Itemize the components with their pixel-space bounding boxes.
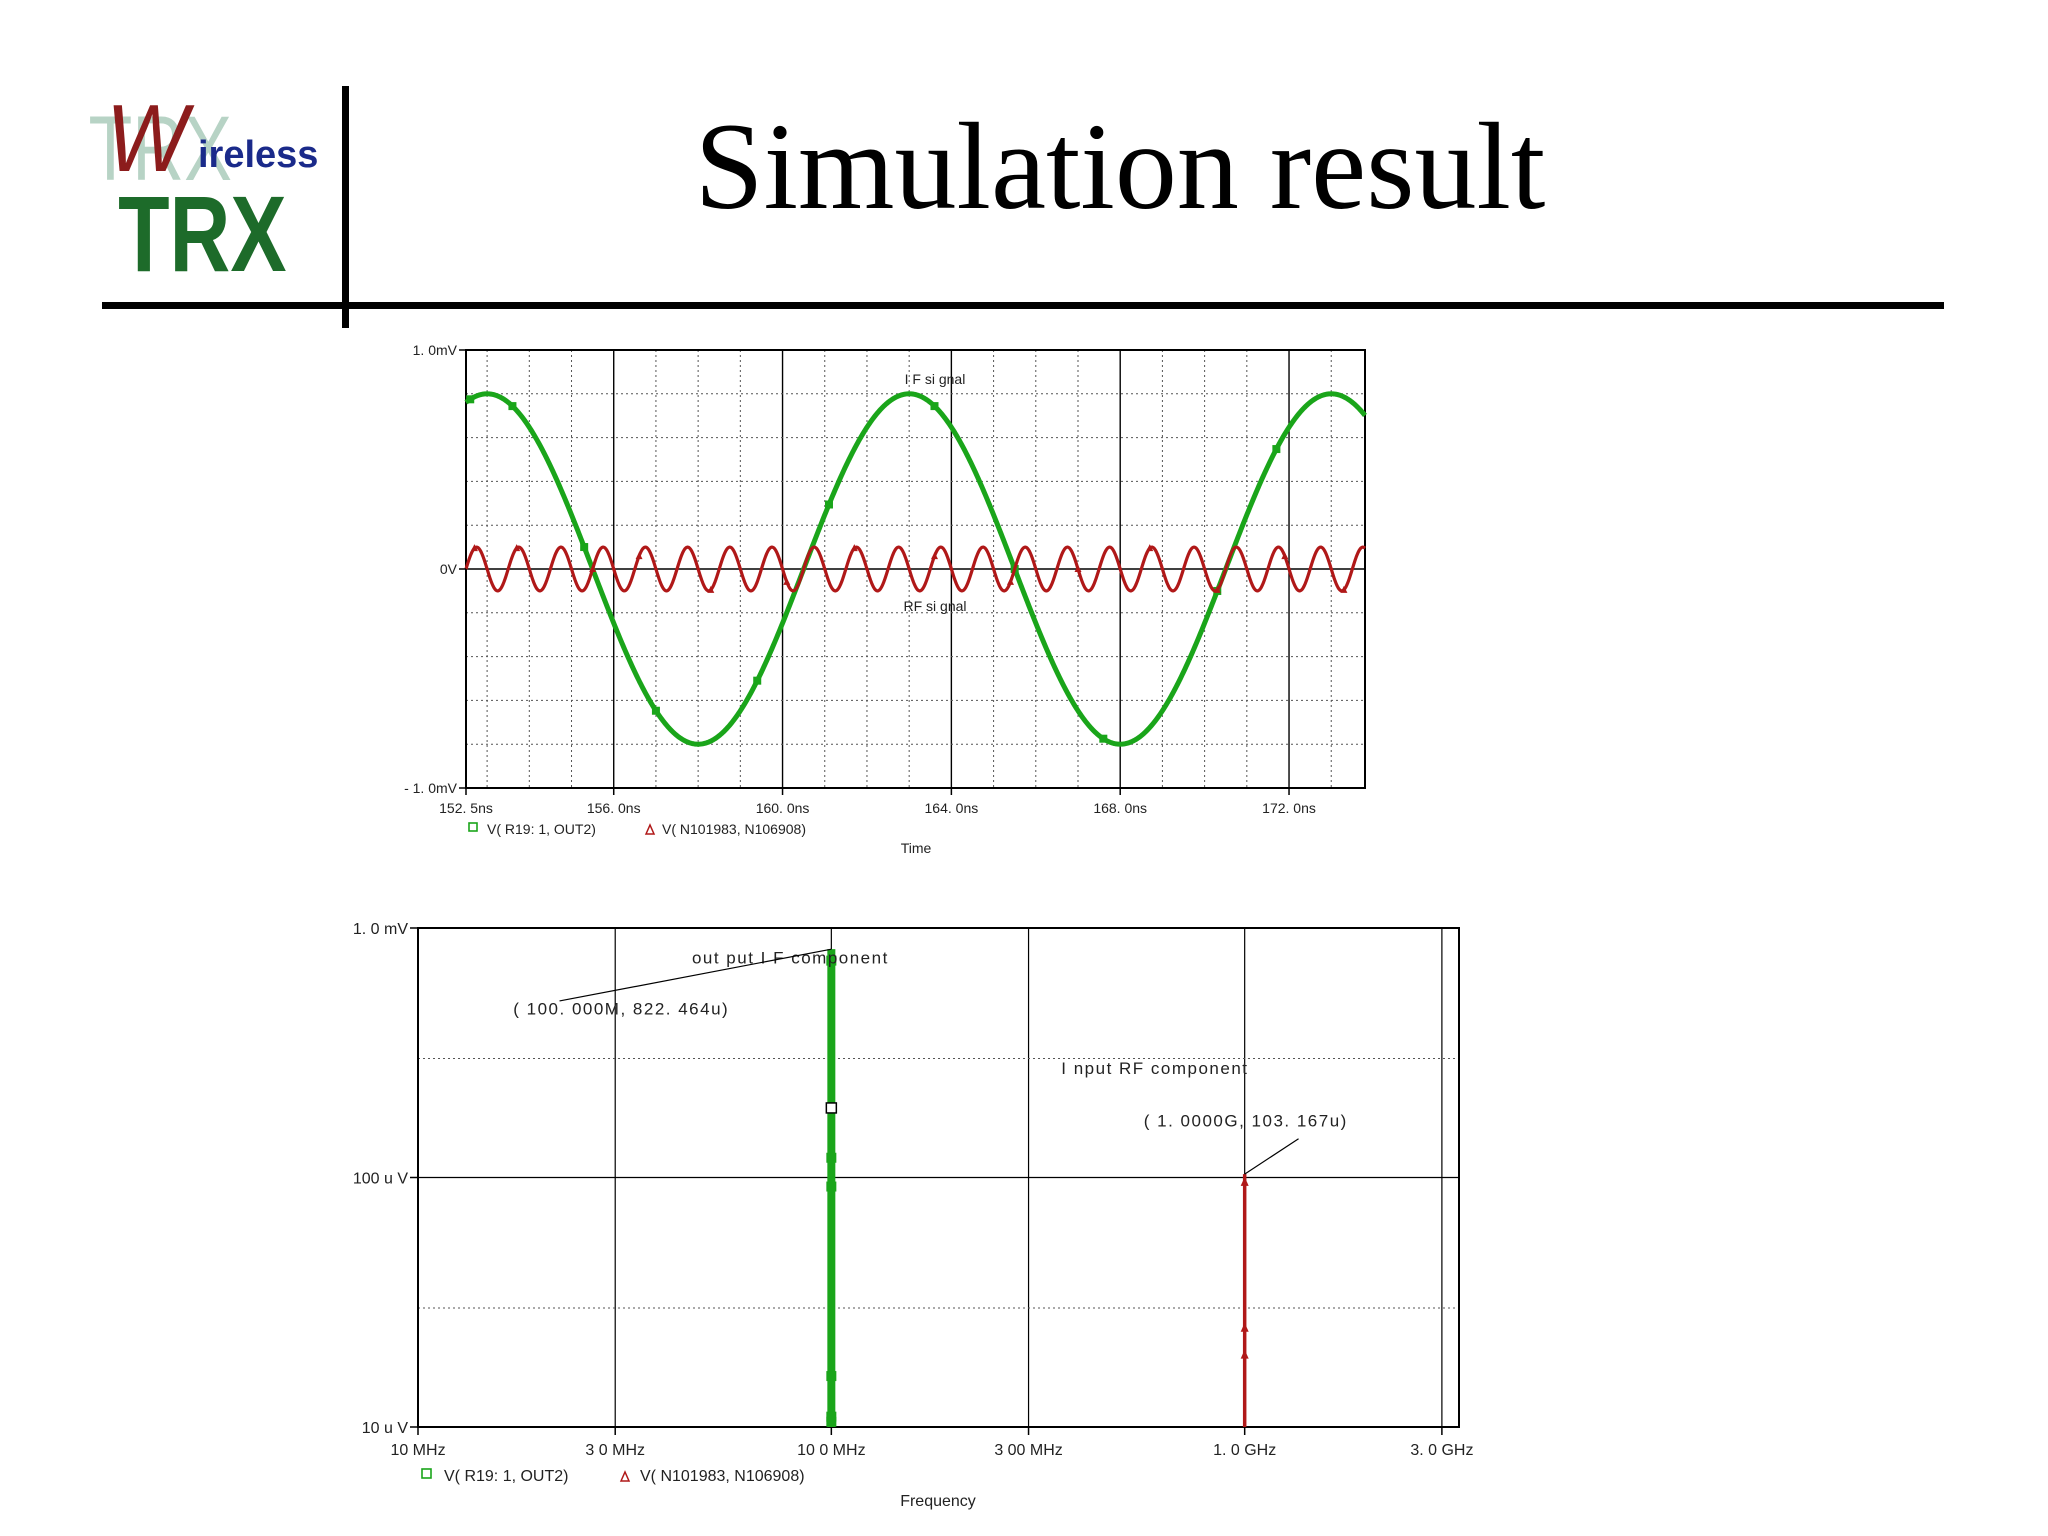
time-chart-legend: V( R19: 1, OUT2) V( N101983, N106908) xyxy=(468,821,806,837)
annotation-leader-rf xyxy=(1244,1138,1299,1175)
if-component-marker xyxy=(826,1152,837,1163)
y-tick-label: 10 u V xyxy=(362,1420,409,1437)
annotation-leader-if xyxy=(559,948,832,1002)
annotation-if-value: ( 100. 000M, 822. 464u) xyxy=(513,1000,729,1019)
x-tick-label: 3 0 MHz xyxy=(585,1442,645,1459)
rf-component-marker xyxy=(1240,1176,1249,1186)
logo-watermark: TRX xyxy=(90,97,232,200)
x-tick-label: 152. 5ns xyxy=(439,800,493,816)
legend-triangle-marker xyxy=(644,823,656,835)
if-component-marker xyxy=(826,955,837,966)
rf-signal-marker xyxy=(1340,585,1348,593)
time-chart-ticks: 152. 5ns 156. 0ns 160. 0ns 164. 0ns 168. 0ns… xyxy=(404,342,1316,816)
cursor-marker xyxy=(825,1102,838,1114)
rf-component-marker xyxy=(1240,1322,1249,1332)
x-tick-label: 10 MHz xyxy=(390,1442,445,1459)
if-signal-marker xyxy=(651,706,660,715)
x-tick-label: 1. 0 GHz xyxy=(1213,1442,1276,1459)
if-signal-marker xyxy=(753,676,762,685)
rf-signal-marker xyxy=(589,565,597,572)
y-tick-label: 1. 0 mV xyxy=(353,921,408,938)
if-component-marker xyxy=(826,1371,837,1382)
logo-word: ireless xyxy=(198,134,318,176)
legend-label-series-2: V( N101983, N106908) xyxy=(640,1468,805,1485)
logo-brand: TRX xyxy=(118,173,286,285)
annotation-if-component: out put I F component xyxy=(692,949,889,968)
freq-chart-xlabel: Frequency xyxy=(900,1493,976,1510)
rf-signal-marker xyxy=(930,552,938,560)
if-signal-marker xyxy=(1272,445,1281,454)
header-horizontal-rule xyxy=(102,302,1944,309)
if-signal-marker xyxy=(930,402,939,411)
rf-signal-marker xyxy=(783,577,791,585)
annotation-rf-value: ( 1. 0000G, 103. 167u) xyxy=(1144,1112,1348,1131)
x-tick-label: 3. 0 GHz xyxy=(1410,1442,1473,1459)
freq-chart-annotations: out put I F component ( 100. 000M, 822. 4… xyxy=(513,948,1348,1175)
y-tick-label: 0V xyxy=(440,561,458,577)
rf-signal-marker xyxy=(1146,544,1154,552)
legend-label-series-1: V( R19: 1, OUT2) xyxy=(487,821,596,837)
wireless-trx-logo: TRX TRX W ireless xyxy=(90,85,318,285)
header-vertical-rule xyxy=(342,86,349,328)
freq-chart-ticks: 10 MHz 3 0 MHz 10 0 MHz 3 00 MHz 1. 0 GHz 3. … xyxy=(353,921,1474,1459)
x-tick-label: 172. 0ns xyxy=(1262,800,1316,816)
legend-square-marker xyxy=(421,1468,432,1479)
if-signal-marker xyxy=(466,395,475,404)
rf-signal-marker xyxy=(1281,552,1289,560)
rf-signal-marker xyxy=(470,544,478,552)
rf-signal-marker xyxy=(707,585,715,593)
slide-title: Simulation result xyxy=(694,98,1546,235)
legend-label-series-2: V( N101983, N106908) xyxy=(662,821,806,837)
rf-signal-marker xyxy=(1213,585,1221,593)
y-tick-label: 100 u V xyxy=(353,1171,408,1188)
x-tick-label: 156. 0ns xyxy=(587,800,641,816)
logo-big-letter: W xyxy=(106,85,195,192)
x-tick-label: 3 00 MHz xyxy=(994,1442,1062,1459)
time-chart-grid xyxy=(466,350,1365,788)
freq-chart-series xyxy=(825,949,1249,1427)
if-signal-marker xyxy=(824,500,833,509)
x-tick-label: 168. 0ns xyxy=(1093,800,1147,816)
time-chart-annotation-if: I F si gnal xyxy=(905,371,966,387)
y-tick-label: - 1. 0mV xyxy=(404,780,458,796)
rf-signal-marker xyxy=(1006,577,1014,585)
if-component-marker xyxy=(826,1416,837,1427)
if-signal-marker xyxy=(1099,734,1108,743)
rf-signal-marker xyxy=(635,552,643,560)
x-tick-label: 164. 0ns xyxy=(925,800,979,816)
rf-signal-marker xyxy=(513,544,521,552)
rf-signal-marker xyxy=(850,544,858,552)
legend-square-marker xyxy=(468,822,478,832)
legend-triangle-marker xyxy=(619,1470,631,1482)
time-chart-annotation-rf: RF si gnal xyxy=(903,598,966,614)
if-signal-marker xyxy=(580,543,589,552)
y-tick-label: 1. 0mV xyxy=(413,342,458,358)
time-chart-series xyxy=(464,391,1367,747)
if-component-marker xyxy=(826,1411,837,1422)
rf-component-marker xyxy=(1240,1349,1249,1359)
if-signal-marker xyxy=(508,402,517,411)
if-component-marker xyxy=(826,1181,837,1192)
time-chart-xlabel: Time xyxy=(901,840,932,856)
freq-chart-legend: V( R19: 1, OUT2) V( N101983, N106908) xyxy=(421,1468,805,1485)
legend-label-series-1: V( R19: 1, OUT2) xyxy=(444,1468,568,1485)
if-signal-line xyxy=(464,391,1367,747)
x-tick-label: 160. 0ns xyxy=(756,800,810,816)
annotation-rf-component: I nput RF component xyxy=(1061,1059,1248,1078)
x-tick-label: 10 0 MHz xyxy=(797,1442,865,1459)
rf-signal-marker xyxy=(1074,565,1082,572)
